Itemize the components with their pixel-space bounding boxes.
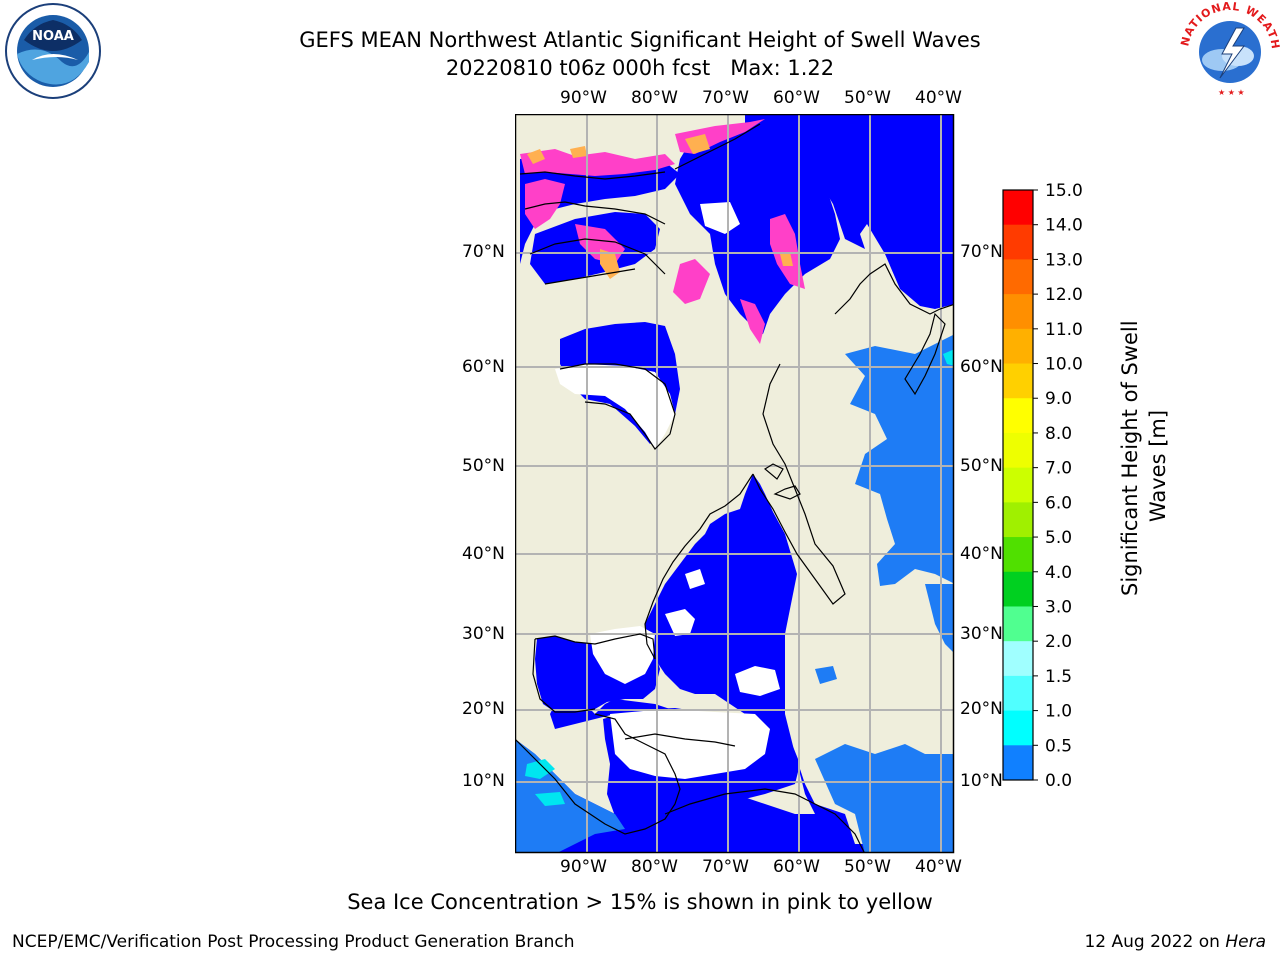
colorbar-title-line-1: Significant Height of Swell [1118,320,1142,596]
footer-branch: NCEP/EMC/Verification Post Processing Pr… [12,932,575,952]
map-frame [515,114,955,854]
national-weather-service-logo: NATIONAL WEATHER SERVICE ★ ★ ★ [1180,0,1280,97]
arctic-channels [520,154,680,264]
colorbar-band [1003,467,1033,503]
bottom-lon-label: 80°W [631,857,678,877]
colorbar-tick-label: 6.0 [1045,493,1072,513]
colorbar-tick-label: 4.0 [1045,563,1072,583]
left-lat-label: 60°N [462,357,505,377]
bottom-lon-label: 60°W [773,857,820,877]
no-data-areas [555,202,780,779]
footer-host: Hera [1225,932,1266,952]
noaa-logo: NOAA [5,3,101,99]
left-lat-label: 10°N [462,771,505,791]
left-lat-label: 40°N [462,544,505,564]
right-lat-label: 40°N [960,544,1003,564]
colorbar-tick-label: 0.0 [1045,771,1072,790]
right-lat-label: 30°N [960,624,1003,644]
colorbar-frame [1002,189,1034,781]
chart-title: GEFS MEAN Northwest Atlantic Significant… [0,26,1280,82]
colorbar-band [1003,224,1033,260]
colorbar-tick-label: 14.0 [1045,216,1083,236]
colorbar-tick-label: 0.5 [1045,736,1072,756]
colorbar-tick-label: 9.0 [1045,389,1072,409]
left-lat-label: 50°N [462,456,505,476]
title-line-2: 20220810 t06z 000h fcst Max: 1.22 [445,56,835,80]
top-lon-label: 50°W [844,88,891,108]
colorbar-tick-label: 1.0 [1045,702,1072,722]
top-lon-label: 90°W [560,88,607,108]
bottom-lon-label: 40°W [915,857,962,877]
coastlines [515,123,954,853]
colorbar-tick-label: 10.0 [1045,355,1083,375]
top-lon-label: 40°W [915,88,962,108]
colorbar-tick-label: 12.0 [1045,285,1083,305]
colorbar-band [1003,190,1033,226]
colorbar-tick-label: 2.0 [1045,632,1072,652]
swell-05-10-southeast [815,744,954,853]
colorbar-band [1003,259,1033,295]
colorbar-band [1003,502,1033,538]
swell-05-10-east [925,584,954,653]
colorbar-band [1003,641,1033,677]
svg-text:★ ★ ★: ★ ★ ★ [1218,88,1245,97]
swell-05-10-northeast [845,334,954,586]
colorbar-title: Significant Height of Swell Waves [m] [1000,320,1260,596]
colorbar-tick-label: 7.0 [1045,459,1072,479]
top-lon-label: 60°W [773,88,820,108]
colorbar-band [1003,432,1033,469]
colorbar-tick-label: 5.0 [1045,528,1072,548]
noaa-logo-text: NOAA [32,29,74,44]
colorbar-band [1003,294,1033,330]
colorbar-band [1003,363,1033,399]
colorbar-tick-label: 15.0 [1045,181,1083,201]
right-lat-label: 10°N [960,771,1003,791]
colorbar: 15.0 14.0 13.0 12.0 11.0 10.0 9.0 8.0 7.0 6.0 5.0 4… [1002,181,1083,790]
colorbar-band [1003,571,1033,607]
right-lat-label: 60°N [960,357,1003,377]
left-lat-label: 30°N [462,624,505,644]
colorbar-tick-label: 3.0 [1045,597,1072,617]
title-line-1: GEFS MEAN Northwest Atlantic Significant… [299,28,981,52]
colorbar-band [1003,398,1033,434]
graticule [515,114,954,853]
colorbar-band [1003,328,1033,365]
colorbar-tick-label: 13.0 [1045,250,1083,270]
colorbar-tick-label: 8.0 [1045,424,1072,444]
bottom-lon-label: 70°W [702,857,749,877]
bottom-lon-label: 90°W [560,857,607,877]
colorbar-band [1003,745,1033,781]
left-lat-label: 20°N [462,699,505,719]
sea-ice-caption: Sea Ice Concentration > 15% is shown in … [347,890,933,914]
top-lon-label: 70°W [702,88,749,108]
top-lon-label: 80°W [631,88,678,108]
map-panel [515,114,955,854]
left-lat-label: 70°N [462,242,505,262]
footer-date-text: 12 Aug 2022 on [1084,932,1226,952]
colorbar-tick-label: 1.5 [1045,667,1072,687]
colorbar-band [1003,537,1033,573]
colorbar-tick-label: 11.0 [1045,320,1083,340]
swell-05-10-patch [815,666,837,684]
footer-date: 12 Aug 2022 on Hera [1084,932,1266,952]
right-lat-label: 70°N [960,242,1003,262]
colorbar-title-line-2: Waves [m] [1146,409,1170,523]
colorbar-band [1003,675,1033,712]
right-lat-label: 20°N [960,699,1003,719]
colorbar-band [1003,710,1033,746]
colorbar-band [1003,606,1033,642]
right-lat-label: 50°N [960,456,1003,476]
bottom-lon-label: 50°W [844,857,891,877]
